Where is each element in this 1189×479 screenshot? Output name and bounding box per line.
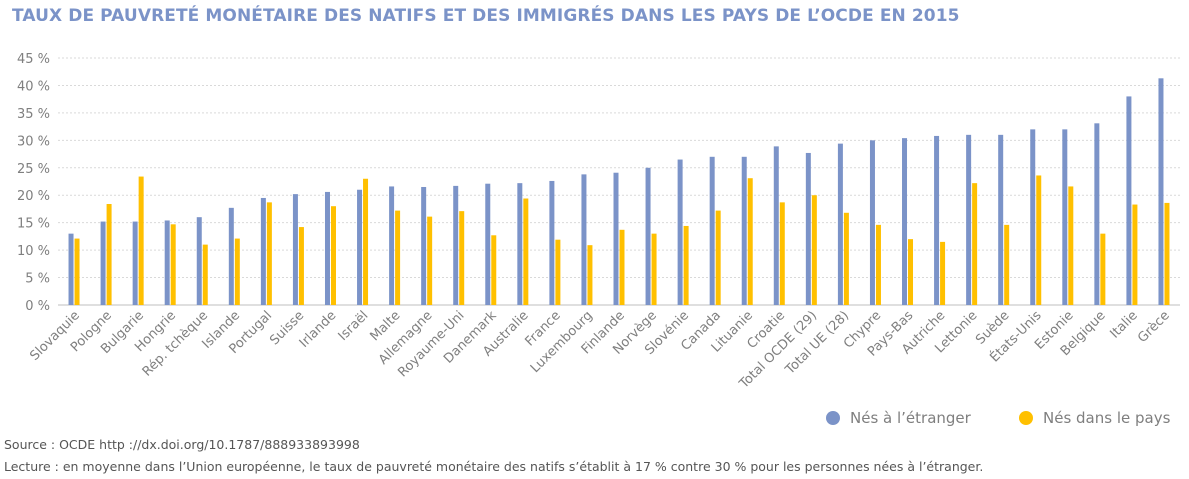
legend-swatch-foreign xyxy=(826,411,840,425)
legend-swatch-native xyxy=(1019,411,1033,425)
bar-native xyxy=(1132,204,1138,305)
bar-foreign xyxy=(1126,96,1132,305)
legend-label-foreign: Nés à l’étranger xyxy=(850,409,971,427)
bar-native xyxy=(875,224,881,305)
bar-native xyxy=(811,195,817,305)
bar-native xyxy=(106,204,112,305)
x-tick-label: Grèce xyxy=(1135,308,1173,346)
bar-foreign xyxy=(421,186,427,305)
bar-foreign xyxy=(164,220,170,305)
y-tick-label: 0 % xyxy=(25,299,50,314)
bar-foreign xyxy=(934,135,940,305)
bar-chart: 0 % 5 % 10 % 15 % 20 % 25 % 30 % 35 % 40 % 45 % Sl… xyxy=(17,52,1180,392)
x-tick-label: Irlande xyxy=(297,308,340,351)
bar-foreign xyxy=(773,146,779,305)
bar-foreign xyxy=(902,138,908,305)
bar-native xyxy=(266,202,272,305)
bar-foreign xyxy=(966,134,972,305)
bar-native xyxy=(363,178,369,305)
bar-foreign xyxy=(1158,78,1164,305)
bar-foreign xyxy=(1062,129,1068,305)
y-tick-label: 20 % xyxy=(17,189,50,204)
y-tick-label: 45 % xyxy=(17,52,50,67)
bar-native xyxy=(202,244,208,305)
bar-foreign xyxy=(741,156,747,305)
bar-native xyxy=(651,233,657,305)
legend-label-native: Nés dans le pays xyxy=(1043,409,1171,427)
y-tick-label: 40 % xyxy=(17,79,50,94)
bar-native xyxy=(523,198,529,305)
bar-foreign xyxy=(998,134,1004,305)
bar-native xyxy=(843,212,849,305)
bar-native xyxy=(555,239,561,305)
bar-foreign xyxy=(517,183,523,305)
bar-foreign xyxy=(869,140,875,305)
bar-foreign xyxy=(132,221,138,305)
bar-native xyxy=(683,225,689,305)
bar-native xyxy=(330,206,336,305)
bar-native xyxy=(491,235,497,305)
bar-native xyxy=(1068,186,1074,305)
x-tick-label: Israël xyxy=(336,308,372,344)
bar-foreign xyxy=(709,156,715,305)
source-note: Source : OCDE http ://dx.doi.org/10.1787… xyxy=(4,437,360,452)
bar-foreign xyxy=(68,233,74,305)
bar-foreign xyxy=(357,189,363,305)
bar-native xyxy=(779,202,785,305)
bar-native xyxy=(74,238,80,305)
bar-native xyxy=(940,241,946,305)
bar-native xyxy=(1100,233,1106,305)
bar-native xyxy=(395,210,401,305)
bar-foreign xyxy=(485,183,491,305)
chart-title: TAUX DE PAUVRETÉ MONÉTAIRE DES NATIFS ET… xyxy=(12,6,960,26)
bar-native xyxy=(427,216,433,305)
bar-foreign xyxy=(260,197,266,305)
bar-native xyxy=(234,238,240,305)
bar-foreign xyxy=(1030,129,1036,305)
bar-native xyxy=(619,229,625,305)
legend-foreign: Nés à l’étranger xyxy=(826,409,971,427)
y-tick-label: 5 % xyxy=(25,272,50,287)
bar-foreign xyxy=(389,186,395,305)
bar-native xyxy=(459,211,465,305)
y-tick-label: 15 % xyxy=(17,217,50,232)
x-tick-label: Slovaquie xyxy=(27,308,83,364)
bar-foreign xyxy=(613,172,619,305)
bar-foreign xyxy=(581,174,587,305)
bar-foreign xyxy=(100,221,106,305)
bar-foreign xyxy=(292,194,298,305)
bar-native xyxy=(298,227,304,305)
bar-foreign xyxy=(1094,123,1100,305)
y-tick-label: 35 % xyxy=(17,107,50,122)
bar-foreign xyxy=(645,167,651,305)
bar-native xyxy=(1164,202,1170,305)
bar-native xyxy=(170,224,176,305)
bar-native xyxy=(1036,175,1042,305)
bar-native xyxy=(1004,224,1010,305)
bar-native xyxy=(908,239,914,305)
bar-foreign xyxy=(805,152,811,305)
y-tick-label: 25 % xyxy=(17,162,50,177)
bar-foreign xyxy=(837,143,843,305)
legend-native: Nés dans le pays xyxy=(1019,409,1170,427)
bar-native xyxy=(747,178,753,305)
y-tick-label: 10 % xyxy=(17,244,50,259)
bar-foreign xyxy=(453,185,459,305)
bar-foreign xyxy=(228,207,234,305)
reading-note: Lecture : en moyenne dans l’Union europé… xyxy=(4,459,984,474)
bar-native xyxy=(715,210,721,305)
bar-native xyxy=(972,183,978,305)
bar-foreign xyxy=(677,159,683,305)
bar-foreign xyxy=(324,191,330,305)
bar-foreign xyxy=(196,217,202,305)
bar-native xyxy=(138,176,144,305)
bar-foreign xyxy=(549,180,555,305)
bar-native xyxy=(587,245,593,305)
y-tick-label: 30 % xyxy=(17,134,50,149)
